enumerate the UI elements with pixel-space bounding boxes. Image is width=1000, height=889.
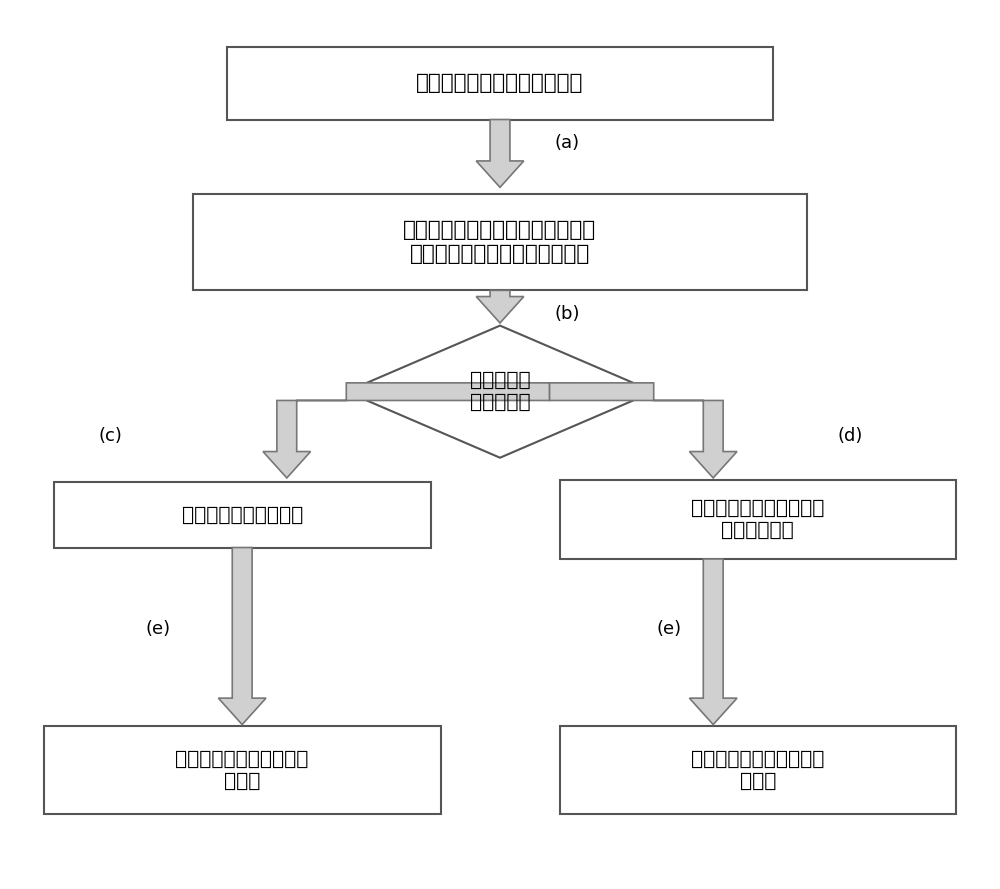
- Bar: [193, 194, 807, 291]
- Polygon shape: [476, 291, 524, 323]
- Polygon shape: [346, 325, 654, 458]
- Text: 测序反应数
目是否相同: 测序反应数 目是否相同: [470, 372, 530, 412]
- Text: 不同，则比较测序次数: 不同，则比较测序次数: [182, 506, 303, 525]
- Polygon shape: [263, 383, 569, 478]
- Polygon shape: [218, 548, 266, 725]
- Bar: [54, 482, 431, 548]
- Bar: [44, 726, 441, 814]
- Text: (e): (e): [146, 621, 171, 638]
- Polygon shape: [476, 119, 524, 188]
- Polygon shape: [550, 383, 737, 478]
- Text: 待测菌群可变区峰谱信息预测: 待测菌群可变区峰谱信息预测: [416, 74, 584, 93]
- Text: 结合模拟预测结果进行菌
株鉴定: 结合模拟预测结果进行菌 株鉴定: [691, 749, 825, 791]
- Text: (d): (d): [837, 427, 863, 444]
- Bar: [560, 480, 956, 559]
- Bar: [560, 726, 956, 814]
- Text: (b): (b): [555, 305, 580, 324]
- Text: 结合模拟预测结果进行菌
株鉴定: 结合模拟预测结果进行菌 株鉴定: [175, 749, 309, 791]
- Text: (c): (c): [98, 427, 122, 444]
- Text: (a): (a): [555, 134, 580, 152]
- Text: 两核苷酸实时合成焦测序测定待测
菌群可变区，得到焦测序峰谱图: 两核苷酸实时合成焦测序测定待测 菌群可变区，得到焦测序峰谱图: [403, 220, 597, 263]
- Text: (e): (e): [657, 621, 682, 638]
- Text: 相同，则比较每次测序反
应的信号强度: 相同，则比较每次测序反 应的信号强度: [691, 499, 825, 540]
- Bar: [227, 47, 773, 119]
- Polygon shape: [689, 559, 737, 725]
